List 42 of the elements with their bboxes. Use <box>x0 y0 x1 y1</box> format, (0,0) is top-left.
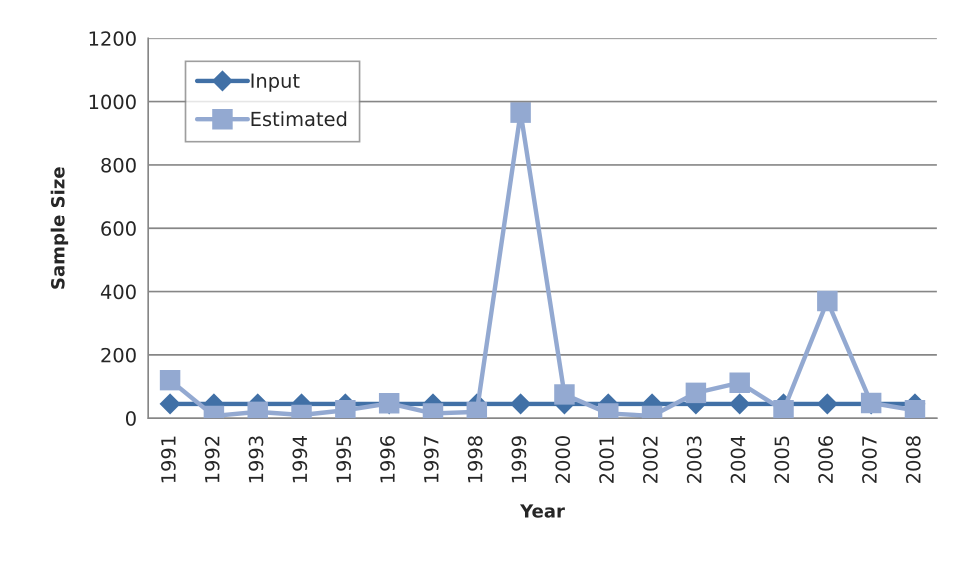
point <box>817 290 838 312</box>
x-tick-label: 1991 <box>161 436 176 482</box>
y-tick-label: 800 <box>101 158 136 173</box>
point <box>160 370 180 390</box>
x-tick-label: 1998 <box>468 436 482 482</box>
x-tick-label: 2001 <box>599 436 614 483</box>
x-tick-label: 2003 <box>686 436 702 483</box>
point <box>729 372 750 393</box>
y-tick-label: 1000 <box>90 94 136 110</box>
y-tick-label: 600 <box>101 221 136 236</box>
legend-label: Input <box>252 74 300 92</box>
point <box>773 400 794 418</box>
point <box>335 400 356 418</box>
x-tick-label: 2006 <box>818 436 833 483</box>
x-tick-label: 1992 <box>204 436 220 482</box>
point <box>554 384 575 405</box>
x-tick-label: 2005 <box>774 436 790 483</box>
point <box>686 382 706 404</box>
legend-label: Estimated <box>252 111 346 126</box>
x-tick-label: 1993 <box>248 436 264 482</box>
y-tick-label: 1200 <box>90 31 136 46</box>
x-axis-title: Year <box>520 504 565 518</box>
x-tick-label: 2008 <box>906 436 921 483</box>
y-tick-label: 400 <box>100 284 136 300</box>
point <box>510 102 531 123</box>
x-tick-label: 1995 <box>336 436 351 482</box>
point <box>160 394 180 414</box>
x-tick-label: 2000 <box>555 436 570 483</box>
point <box>510 394 531 414</box>
point <box>904 400 926 418</box>
x-tick-label: 1997 <box>424 436 439 482</box>
y-tick-label: 200 <box>101 348 136 363</box>
y-axis-title: Sample Size <box>50 167 68 289</box>
x-tick-label: 2007 <box>862 436 877 483</box>
x-tick-label: 1994 <box>292 436 308 482</box>
x-tick-label: 1999 <box>512 436 526 482</box>
point <box>729 394 750 414</box>
x-tick-label: 2004 <box>730 436 746 483</box>
point <box>817 394 838 414</box>
y-tick-label: 0 <box>126 411 136 426</box>
x-tick-label: 2002 <box>643 436 658 483</box>
x-tick-label: 1996 <box>380 436 395 482</box>
